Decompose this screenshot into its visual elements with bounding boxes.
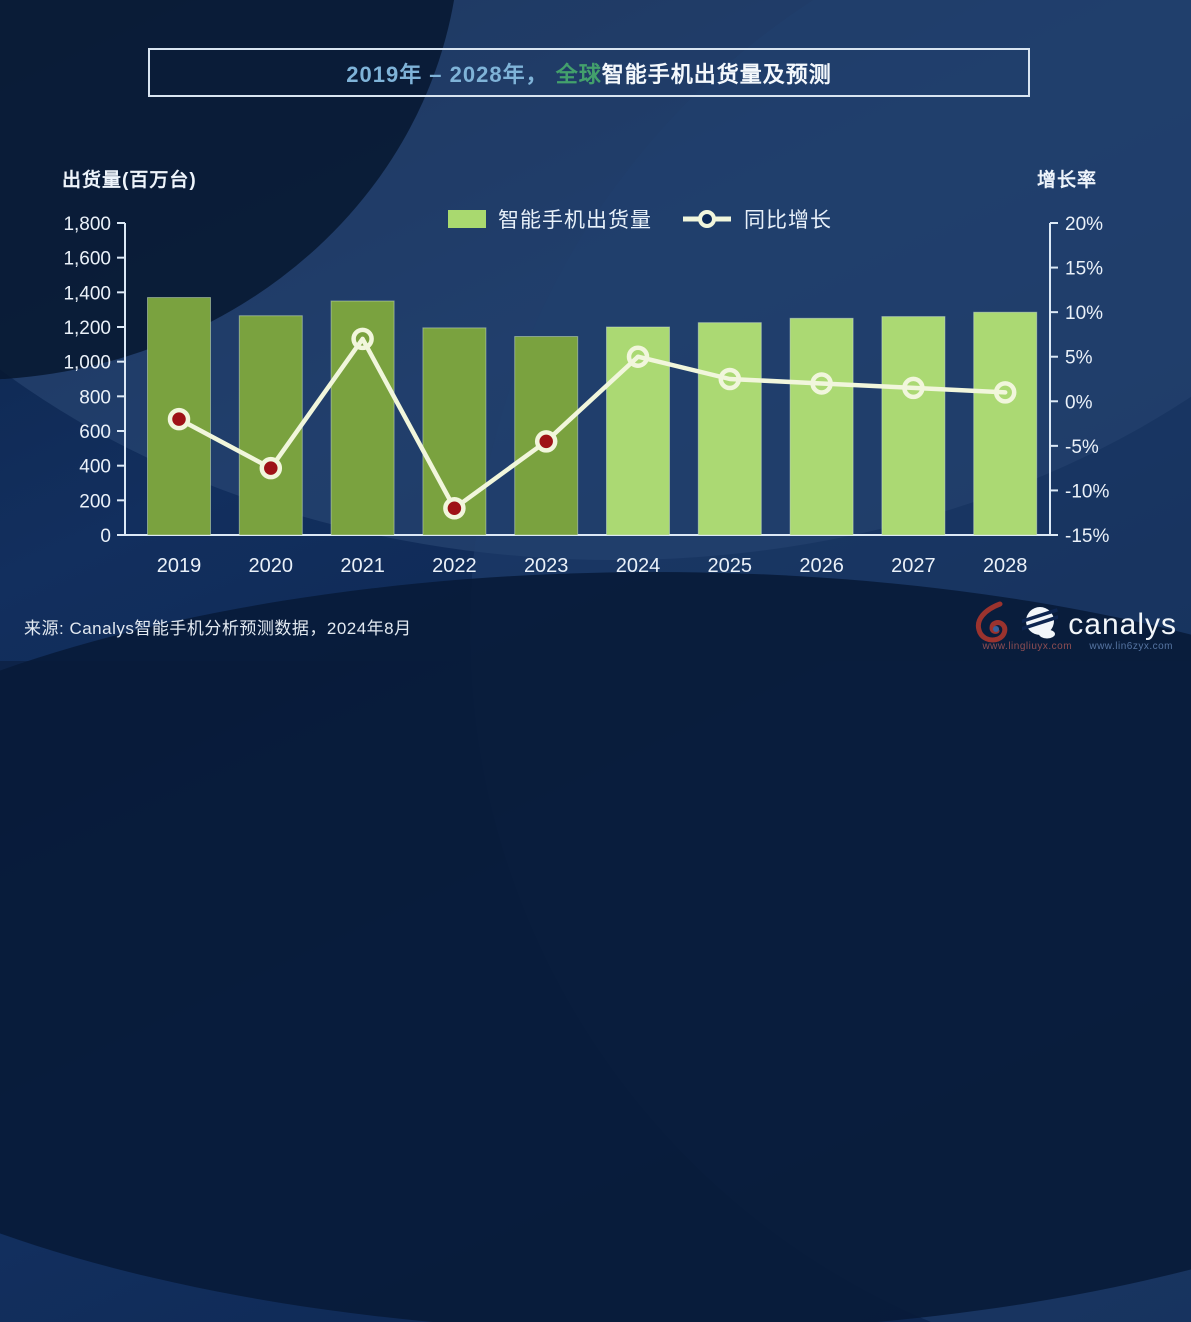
title-scope: 全球 bbox=[555, 61, 602, 87]
left-tick-label-1800: 1,800 bbox=[63, 214, 111, 235]
watermark-urls: www.lingliuyx.com www.lin6zyx.com bbox=[982, 641, 1173, 652]
legend-bar-swatch bbox=[448, 210, 486, 228]
x-label-2021: 2021 bbox=[340, 555, 385, 577]
left-tick-label-1200: 1,200 bbox=[63, 318, 111, 339]
canalys-wordmark: canalys bbox=[1068, 607, 1177, 641]
x-label-2020: 2020 bbox=[249, 555, 294, 577]
background-swoosh-bottom bbox=[0, 572, 1191, 1322]
right-tick-label-10: 10% bbox=[1065, 303, 1103, 324]
x-label-2026: 2026 bbox=[799, 555, 844, 577]
left-axis-title: 出货量(百万台) bbox=[62, 170, 197, 191]
legend-line-marker-icon bbox=[682, 208, 732, 230]
bar-2028 bbox=[973, 311, 1038, 536]
growth-marker-2020 bbox=[259, 456, 283, 480]
chart-title-box: 2019年 – 2028年， 全球 智能手机出货量及预测 bbox=[148, 48, 1030, 97]
x-label-2022: 2022 bbox=[432, 555, 477, 577]
legend-bar-label: 智能手机出货量 bbox=[498, 209, 652, 232]
growth-marker-2019 bbox=[167, 407, 191, 431]
bar-2021 bbox=[330, 300, 395, 536]
x-label-2028: 2028 bbox=[983, 555, 1028, 577]
left-tick-label-200: 200 bbox=[79, 491, 111, 512]
title-year-range: 2019年 – 2028年， bbox=[346, 61, 556, 87]
right-tick-label--10: -10% bbox=[1065, 481, 1109, 502]
right-tick-label-20: 20% bbox=[1065, 214, 1103, 235]
left-tick-label-1400: 1,400 bbox=[63, 283, 111, 304]
right-tick-label-15: 15% bbox=[1065, 259, 1103, 280]
x-label-2025: 2025 bbox=[708, 555, 753, 577]
title-main: 智能手机出货量及预测 bbox=[601, 61, 832, 87]
source-note: 来源: Canalys智能手机分析预测数据，2024年8月 bbox=[24, 619, 412, 638]
legend: 智能手机出货量 同比增长 bbox=[448, 204, 832, 234]
x-label-2019: 2019 bbox=[157, 555, 202, 577]
x-label-2023: 2023 bbox=[524, 555, 569, 577]
canalys-icon bbox=[1019, 604, 1061, 645]
growth-marker-2023 bbox=[534, 430, 558, 453]
growth-line bbox=[176, 336, 1008, 511]
bar-2026 bbox=[789, 317, 854, 536]
watermark-url-1: www.lingliuyx.com bbox=[982, 641, 1073, 652]
right-axis-title: 增长率 bbox=[1037, 170, 1098, 191]
left-tick-label-0: 0 bbox=[100, 526, 111, 547]
right-tick-label--15: -15% bbox=[1065, 526, 1109, 547]
right-tick-label--5: -5% bbox=[1065, 437, 1099, 458]
left-tick-label-800: 800 bbox=[79, 387, 111, 408]
legend-line-label: 同比增长 bbox=[744, 209, 832, 232]
bar-2027 bbox=[881, 316, 946, 536]
x-label-2024: 2024 bbox=[616, 555, 661, 577]
chart-canvas: 0 200 400 600 800 1,000 1,200 1,400 1,600 1,800 -1… bbox=[63, 214, 1109, 577]
watermark-url-2: www.lin6zyx.com bbox=[1089, 641, 1173, 652]
x-label-2027: 2027 bbox=[891, 555, 936, 577]
left-tick-label-600: 600 bbox=[79, 422, 111, 443]
bar-2020 bbox=[238, 315, 303, 536]
bar-2025 bbox=[697, 322, 762, 536]
right-tick-label-0: 0% bbox=[1065, 392, 1093, 413]
left-tick-label-400: 400 bbox=[79, 457, 111, 478]
left-tick-label-1600: 1,600 bbox=[63, 249, 111, 270]
right-tick-label-5: 5% bbox=[1065, 348, 1093, 369]
growth-marker-2022 bbox=[443, 497, 466, 520]
left-tick-label-1000: 1,000 bbox=[63, 353, 111, 374]
